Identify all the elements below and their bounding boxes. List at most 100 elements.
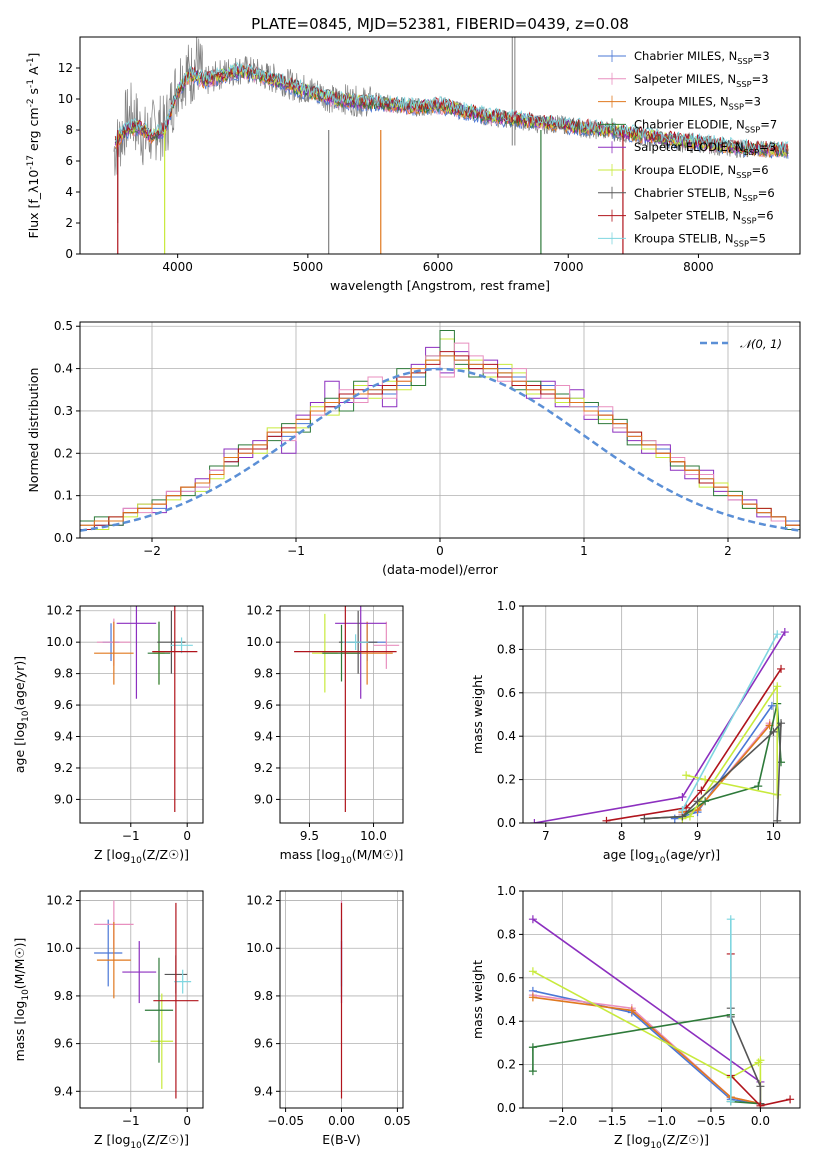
x-tick-label: 0.05 [384,1114,411,1128]
mass-weight-marker [777,719,786,728]
plot-area [80,329,800,532]
legend-label: Chabrier MILES, NSSP=3 [634,49,770,66]
x-tick-label: 10.0 [360,829,387,843]
y-tick-label: 0.3 [54,404,73,418]
chart-age_vs_Z: −1 0 9.0 9.2 9.4 9.6 9.8 10.0 10.2 Z [log10(Z/Z☉)… [12,604,204,866]
y-tick-label: 9.2 [254,761,273,775]
mass-weight-marker [726,1097,735,1106]
y-tick-label: 0.8 [497,642,516,656]
mass-weight-marker [773,816,782,823]
x-tick-label: 2 [724,544,732,558]
y-tick-label: 1.0 [497,884,516,898]
x-tick-label: −1 [122,829,140,843]
plot-area [530,628,789,823]
mass-weight-marker [780,628,789,637]
x-tick-label: −1 [122,1114,140,1128]
y-axis-label: mass [log10(M/M☉)] [12,938,31,1062]
axes-frame [522,605,801,824]
mass-weight-line-kroupa_elodie [682,683,778,820]
plot-area [94,900,199,1099]
chart-residual_histogram: −2 −1 0 1 2 0.0 0.1 0.2 0.3 0.4 0.5 (data-model)/er… [26,319,801,577]
mass-weight-line-chabrier_stelib [730,1008,762,1104]
mass-weight-marker [678,792,687,801]
y-tick-label: 10 [58,92,73,106]
axes-frame [279,605,404,824]
y-tick-label: 0.6 [497,971,516,985]
mass-weight-line-chabrier_miles [674,705,773,820]
mass-weight-marker [697,786,706,795]
x-tick-label: 0 [436,544,444,558]
y-tick-label: 0.5 [54,319,73,333]
x-tick-label: 0.0 [751,1114,770,1128]
model-spectrum-chabrier_elodie [114,65,789,157]
mass-weight-marker [756,1082,765,1091]
mass-weight-marker [627,1006,636,1015]
x-tick-label: 7 [542,829,550,843]
mass-weight-marker [530,819,539,823]
mass-weight-marker [528,993,537,1002]
y-tick-label: 9.6 [54,1037,73,1051]
y-tick-label: 0.1 [54,489,73,503]
mass-weight-line-salpeter_elodie [534,631,786,823]
y-axis-label: Flux [f_λ10-17 erg cm-2 s-1 A-1] [26,53,41,239]
mass-weight-marker [726,915,735,924]
y-tick-label: 10.0 [46,941,73,955]
plot-area [94,606,198,812]
x-axis-label: Z [log10(Z/Z☉)] [614,1132,709,1151]
y-tick-label: 8 [65,123,73,137]
y-tick-label: 10.2 [46,894,73,908]
model-spectrum-kroupa_stelib [115,61,789,154]
y-tick-label: 0.8 [497,927,516,941]
axes-frame [79,890,204,1109]
mass-weight-marker [640,814,649,823]
y-axis-label: age [log10(age/yr)] [12,656,31,773]
y-tick-label: 9.8 [54,989,73,1003]
x-tick-label: 8000 [683,260,714,274]
y-tick-label: 4 [65,185,73,199]
mass-weight-marker [777,664,786,673]
mass-weight-line-chabrier_miles [532,990,761,1105]
x-tick-label: −1.5 [597,1114,626,1128]
chart-mass_vs_ebv: −0.05 0.00 0.05 9.4 9.6 9.8 10.0 10.2 E(B-V) [246,890,411,1147]
legend-label: 𝒩(0, 1) [740,337,782,351]
x-axis-label: wavelength [Angstrom, rest frame] [330,278,550,293]
x-tick-label: 4000 [162,260,193,274]
x-tick-label: −1.0 [647,1114,676,1128]
mass-weight-line-salpeter_miles [532,994,761,1105]
x-tick-label: 10 [766,829,781,843]
y-tick-label: 0.2 [54,446,73,460]
mass-weight-marker [769,727,778,736]
figure-title: PLATE=0845, MJD=52381, FIBERID=0439, z=0… [251,15,629,33]
x-tick-label: 0 [183,829,191,843]
mass-weight-marker [678,805,687,814]
y-axis-label: mass weight [470,960,485,1039]
y-tick-label: 9.8 [254,989,273,1003]
plot-area [294,606,400,812]
mass-weight-line-salpeter_stelib [606,668,782,822]
y-tick-label: 10.2 [246,894,273,908]
plot-area [113,37,789,254]
x-axis-label: Z [log10(Z/Z☉)] [94,1132,189,1151]
x-tick-label: 0 [183,1114,191,1128]
y-tick-label: 0.4 [497,729,516,743]
x-tick-label: 0.00 [328,1114,355,1128]
x-tick-label: 8 [618,829,626,843]
chart-age_vs_mass: 9.5 10.0 9.0 9.2 9.4 9.6 9.8 10.0 10.2 mass [log1… [246,604,404,866]
mass-weight-marker [786,1095,795,1104]
mass-weight-marker [773,682,782,691]
y-tick-label: 10.2 [246,604,273,618]
y-tick-label: 9.4 [254,1084,273,1098]
mass-weight-marker [777,758,786,767]
y-tick-label: 9.8 [254,667,273,681]
x-axis-label: mass [log10(M/M☉)] [280,847,404,866]
y-tick-label: 9.6 [254,1037,273,1051]
mass-weight-line-kroupa_miles [532,996,761,1105]
gaussian-curve [80,367,800,532]
mass-weight-marker [670,814,679,823]
y-tick-label: 12 [58,61,73,75]
y-tick-label: 0.4 [497,1014,516,1028]
mass-weight-line-kroupa_stelib [681,633,778,811]
chart-mass_weight_vs_Z: −2.0 −1.5 −1.0 −0.5 0.0 0.0 0.2 0.4 0.6 0.8 1.0 Z [… [470,884,801,1151]
x-tick-label: 6000 [423,260,454,274]
mass-weight-marker [693,797,702,806]
